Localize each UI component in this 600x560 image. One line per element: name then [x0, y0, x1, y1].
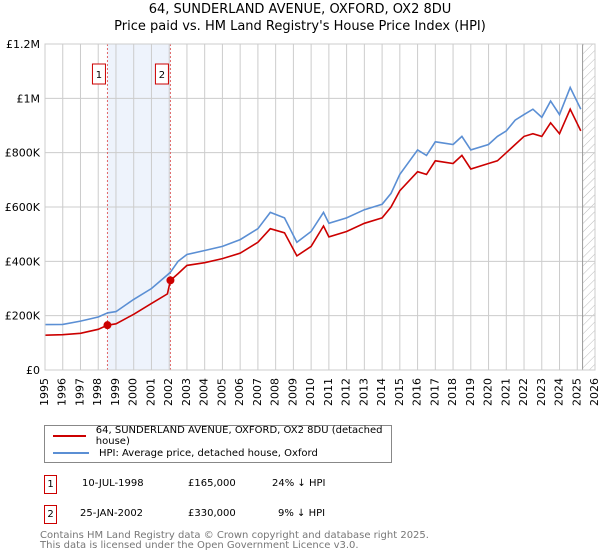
- x-tick-label: 2000: [127, 378, 140, 406]
- y-tick-label: £800K: [5, 147, 41, 160]
- hpi-line: [44, 85, 582, 326]
- x-tick-label: 2003: [180, 378, 193, 406]
- x-tick-label: 2008: [269, 378, 282, 406]
- transaction-price: £165,000: [188, 478, 236, 489]
- x-tick-label: 1998: [91, 378, 104, 406]
- x-tick-label: 2018: [446, 378, 459, 406]
- sale-badge: [91, 63, 106, 85]
- x-tick-label: 2024: [553, 378, 566, 406]
- x-tick-label: 2016: [411, 378, 424, 406]
- sale-badge-label: 1: [96, 70, 102, 81]
- chart-title: 64, SUNDERLAND AVENUE, OXFORD, OX2 8DU: [148, 2, 452, 17]
- x-tick-label: 2012: [340, 378, 353, 406]
- transaction-badge: 2: [44, 505, 57, 524]
- x-tick-label: 1997: [73, 378, 86, 406]
- y-tick-label: £1M: [17, 92, 41, 105]
- legend-item-hpi: HPI: Average price, detached house, Oxfo…: [53, 446, 318, 460]
- y-tick-label: £200K: [5, 310, 41, 323]
- legend-swatch-red: [53, 435, 86, 437]
- x-tick-label: 2009: [286, 378, 299, 406]
- transaction-price: £330,000: [188, 508, 236, 519]
- property-price-line: [44, 107, 582, 336]
- x-tick-label: 2017: [428, 378, 441, 406]
- transaction-badge: 1: [44, 475, 57, 494]
- transaction-hpi: 24% ↓ HPI: [272, 478, 326, 489]
- chart-subtitle: Price paid vs. HM Land Registry's House …: [114, 19, 486, 34]
- footer-copyright: Contains HM Land Registry data © Crown c…: [40, 530, 429, 541]
- x-tick-label: 2023: [535, 378, 548, 406]
- price-chart: 1995 1996 1997 1998 1999 2000 2001 2002 2003 2004…: [5, 38, 600, 406]
- legend-label-hpi: HPI: Average price, detached house, Oxfo…: [99, 447, 318, 459]
- x-tick-label: 2014: [375, 378, 388, 406]
- x-tick-label: 2026: [588, 378, 600, 406]
- y-tick-label: £1.2M: [6, 38, 40, 51]
- sale-point: [103, 321, 112, 330]
- y-tick-label: £600K: [5, 201, 41, 214]
- sale-point: [166, 276, 175, 285]
- y-tick-label: £400K: [5, 255, 41, 268]
- transaction-row: 2 25-JAN-2002 £330,000 9% ↓ HPI: [44, 505, 544, 524]
- x-tick-label: 2022: [517, 378, 530, 406]
- x-tick-label: 2013: [357, 378, 370, 406]
- footer-licence: This data is licensed under the Open Gov…: [40, 540, 359, 551]
- legend: 64, SUNDERLAND AVENUE, OXFORD, OX2 8DU (…: [44, 425, 392, 463]
- plot-frame: [44, 43, 596, 371]
- transaction-row: 1 10-JUL-1998 £165,000 24% ↓ HPI: [44, 475, 544, 494]
- x-tick-label: 2019: [464, 378, 477, 406]
- x-tick-label: 2010: [304, 378, 317, 406]
- x-tick-label: 2015: [393, 378, 406, 406]
- x-tick-label: 1996: [56, 378, 69, 406]
- y-tick-label: £0: [26, 364, 40, 377]
- x-tick-label: 2007: [251, 378, 264, 406]
- legend-label-property: 64, SUNDERLAND AVENUE, OXFORD, OX2 8DU (…: [95, 425, 383, 447]
- legend-item-property: 64, SUNDERLAND AVENUE, OXFORD, OX2 8DU (…: [53, 425, 391, 447]
- transaction-date: 25-JAN-2002: [80, 508, 144, 519]
- x-tick-label: 1995: [38, 378, 51, 406]
- x-tick-label: 2011: [322, 378, 335, 406]
- x-tick-label: 2001: [144, 378, 157, 406]
- x-tick-label: 2020: [482, 378, 495, 406]
- x-tick-label: 2021: [499, 378, 512, 406]
- x-tick-label: 2002: [162, 378, 175, 406]
- legend-swatch-blue: [53, 452, 89, 454]
- x-tick-label: 2004: [198, 378, 211, 406]
- x-tick-label: 2006: [233, 378, 246, 406]
- footer: Contains HM Land Registry data © Crown c…: [40, 531, 429, 551]
- sale-badge: [154, 63, 169, 85]
- transaction-date: 10-JUL-1998: [82, 478, 144, 489]
- x-tick-label: 2005: [215, 378, 228, 406]
- x-tick-label: 2025: [570, 378, 583, 406]
- transaction-hpi: 9% ↓ HPI: [278, 508, 326, 519]
- x-tick-label: 1999: [109, 378, 122, 406]
- sale-badge-label: 2: [159, 70, 165, 81]
